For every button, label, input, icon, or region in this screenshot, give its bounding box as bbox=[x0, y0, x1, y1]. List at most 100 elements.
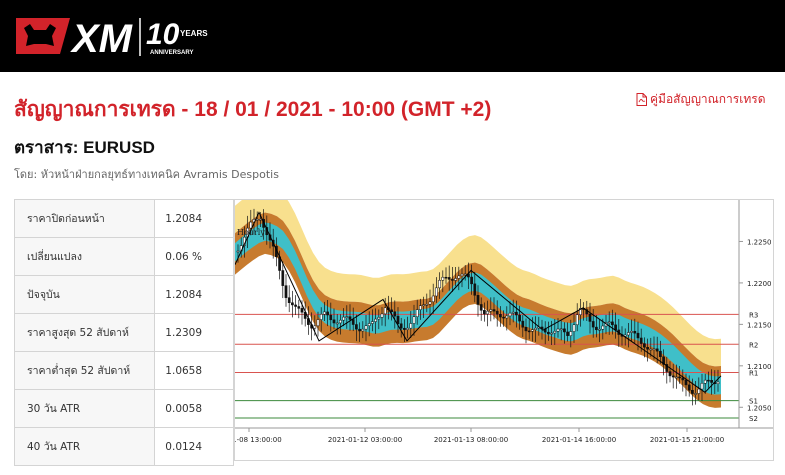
pdf-icon bbox=[636, 93, 647, 106]
candle-body bbox=[361, 328, 365, 332]
candle-body bbox=[710, 380, 713, 383]
candle-body bbox=[515, 311, 518, 316]
candle-body bbox=[355, 324, 358, 330]
stat-value: 0.0124 bbox=[154, 427, 234, 466]
logo-text: XM bbox=[70, 17, 134, 61]
time-axis: 21-01-08 13:00:00 2021-01-12 03:00:00 2021… bbox=[235, 428, 724, 444]
candle-body bbox=[351, 319, 355, 325]
candle-body bbox=[678, 376, 681, 379]
candle-body bbox=[476, 295, 480, 305]
candle-body bbox=[665, 364, 669, 372]
candle-body bbox=[483, 310, 486, 315]
candle-body bbox=[390, 309, 393, 312]
level-label-r1: R1 bbox=[749, 369, 758, 377]
stat-value: 1.2084 bbox=[154, 199, 234, 238]
price-tick-label: 1.2150 bbox=[747, 321, 772, 329]
time-tick-label: 21-01-08 13:00:00 bbox=[235, 436, 282, 444]
candle-body bbox=[607, 321, 611, 324]
candle-body bbox=[588, 313, 592, 322]
price-tick-label: 1.2200 bbox=[747, 280, 772, 288]
candle-body bbox=[636, 332, 640, 339]
anniversary-years: YEARS bbox=[180, 29, 208, 38]
candle-body bbox=[534, 327, 537, 330]
candle-body bbox=[684, 379, 688, 386]
candle-body bbox=[659, 350, 662, 358]
candle-body bbox=[329, 314, 333, 321]
candle-body bbox=[425, 304, 429, 306]
candle-body bbox=[323, 311, 326, 315]
candle-body bbox=[575, 314, 579, 326]
candle-body bbox=[527, 330, 531, 333]
stat-label: 40 วัน ATR bbox=[13, 427, 156, 466]
candle-body bbox=[611, 321, 614, 326]
stat-label: 30 วัน ATR bbox=[13, 389, 156, 428]
stat-value: 1.2084 bbox=[154, 275, 234, 314]
price-tick-label: 1.2050 bbox=[747, 404, 772, 412]
candle-body bbox=[694, 393, 697, 395]
chart-levels: R3 R2 R1 S1 S2 bbox=[235, 311, 758, 423]
candle-body bbox=[489, 309, 493, 312]
candle-body bbox=[691, 390, 694, 394]
stat-label: ราคาปิดก่อนหน้า bbox=[13, 199, 156, 238]
candle-body bbox=[345, 316, 349, 318]
candle-body bbox=[371, 321, 374, 324]
candle-body bbox=[703, 379, 707, 384]
chart-zigzag bbox=[235, 211, 722, 393]
anniversary-label: ANNIVERSARY bbox=[150, 50, 193, 56]
candle-body bbox=[396, 315, 400, 325]
candle-body bbox=[457, 275, 461, 279]
candle-body bbox=[380, 313, 384, 318]
candle-body bbox=[649, 348, 653, 351]
candle-body bbox=[438, 280, 441, 289]
candle-body bbox=[358, 328, 361, 332]
candle-body bbox=[556, 328, 560, 332]
candle-body bbox=[399, 323, 403, 329]
candle-body bbox=[492, 309, 496, 312]
candle-body bbox=[319, 313, 323, 320]
candle-body bbox=[297, 306, 301, 309]
candle-body bbox=[441, 276, 445, 281]
candle-body bbox=[406, 327, 409, 330]
chart-candles bbox=[236, 208, 720, 406]
candle-body bbox=[364, 325, 368, 330]
candle-body bbox=[479, 304, 483, 311]
table-row: ปัจจุบัน 1.2084 bbox=[13, 275, 234, 314]
stats-table: ราคาปิดก่อนหน้า 1.2084 เปลี่ยนแปลง 0.06 % … bbox=[13, 199, 234, 466]
table-row: ราคาปิดก่อนหน้า 1.2084 bbox=[13, 199, 234, 238]
candle-body bbox=[259, 218, 262, 221]
zigzag-line bbox=[235, 211, 722, 393]
candle-body bbox=[291, 302, 294, 306]
outer-band bbox=[235, 200, 721, 367]
anniversary-number: 10 bbox=[146, 18, 180, 51]
candle-body bbox=[486, 310, 489, 315]
candle-body bbox=[675, 376, 678, 379]
candle-body bbox=[524, 326, 528, 332]
candle-body bbox=[572, 324, 576, 332]
site-header: XM 10 YEARS ANNIVERSARY bbox=[0, 0, 785, 72]
candle-body bbox=[563, 328, 566, 333]
candle-body bbox=[671, 375, 675, 378]
candle-body bbox=[460, 273, 464, 277]
candle-body bbox=[300, 308, 304, 313]
candle-body bbox=[655, 348, 659, 352]
candle-body bbox=[415, 309, 419, 317]
stat-value: 0.0058 bbox=[154, 389, 234, 428]
inner-band bbox=[235, 222, 721, 395]
signal-guide-link[interactable]: คู่มือสัญญาณการเทรด bbox=[636, 90, 766, 109]
candle-body bbox=[374, 318, 377, 322]
level-label-s1: S1 bbox=[749, 398, 758, 406]
time-tick-label: 2021-01-12 03:00:00 bbox=[328, 436, 402, 444]
price-chart-canvas: R3 R2 R1 S1 S2 1.2250 1.2200 1.2150 1.2100 1.205… bbox=[235, 200, 773, 444]
candle-body bbox=[326, 311, 329, 316]
candle-body bbox=[502, 316, 505, 319]
candle-body bbox=[419, 305, 422, 310]
candle-body bbox=[393, 311, 397, 317]
xm-logo[interactable]: XM 10 YEARS ANNIVERSARY bbox=[12, 10, 244, 62]
candle-body bbox=[662, 356, 665, 365]
chart-bands bbox=[235, 200, 721, 408]
candle-body bbox=[367, 323, 371, 327]
candle-body bbox=[643, 343, 646, 348]
candle-body bbox=[687, 384, 691, 391]
candle-body bbox=[284, 285, 288, 298]
candle-body bbox=[633, 331, 637, 334]
